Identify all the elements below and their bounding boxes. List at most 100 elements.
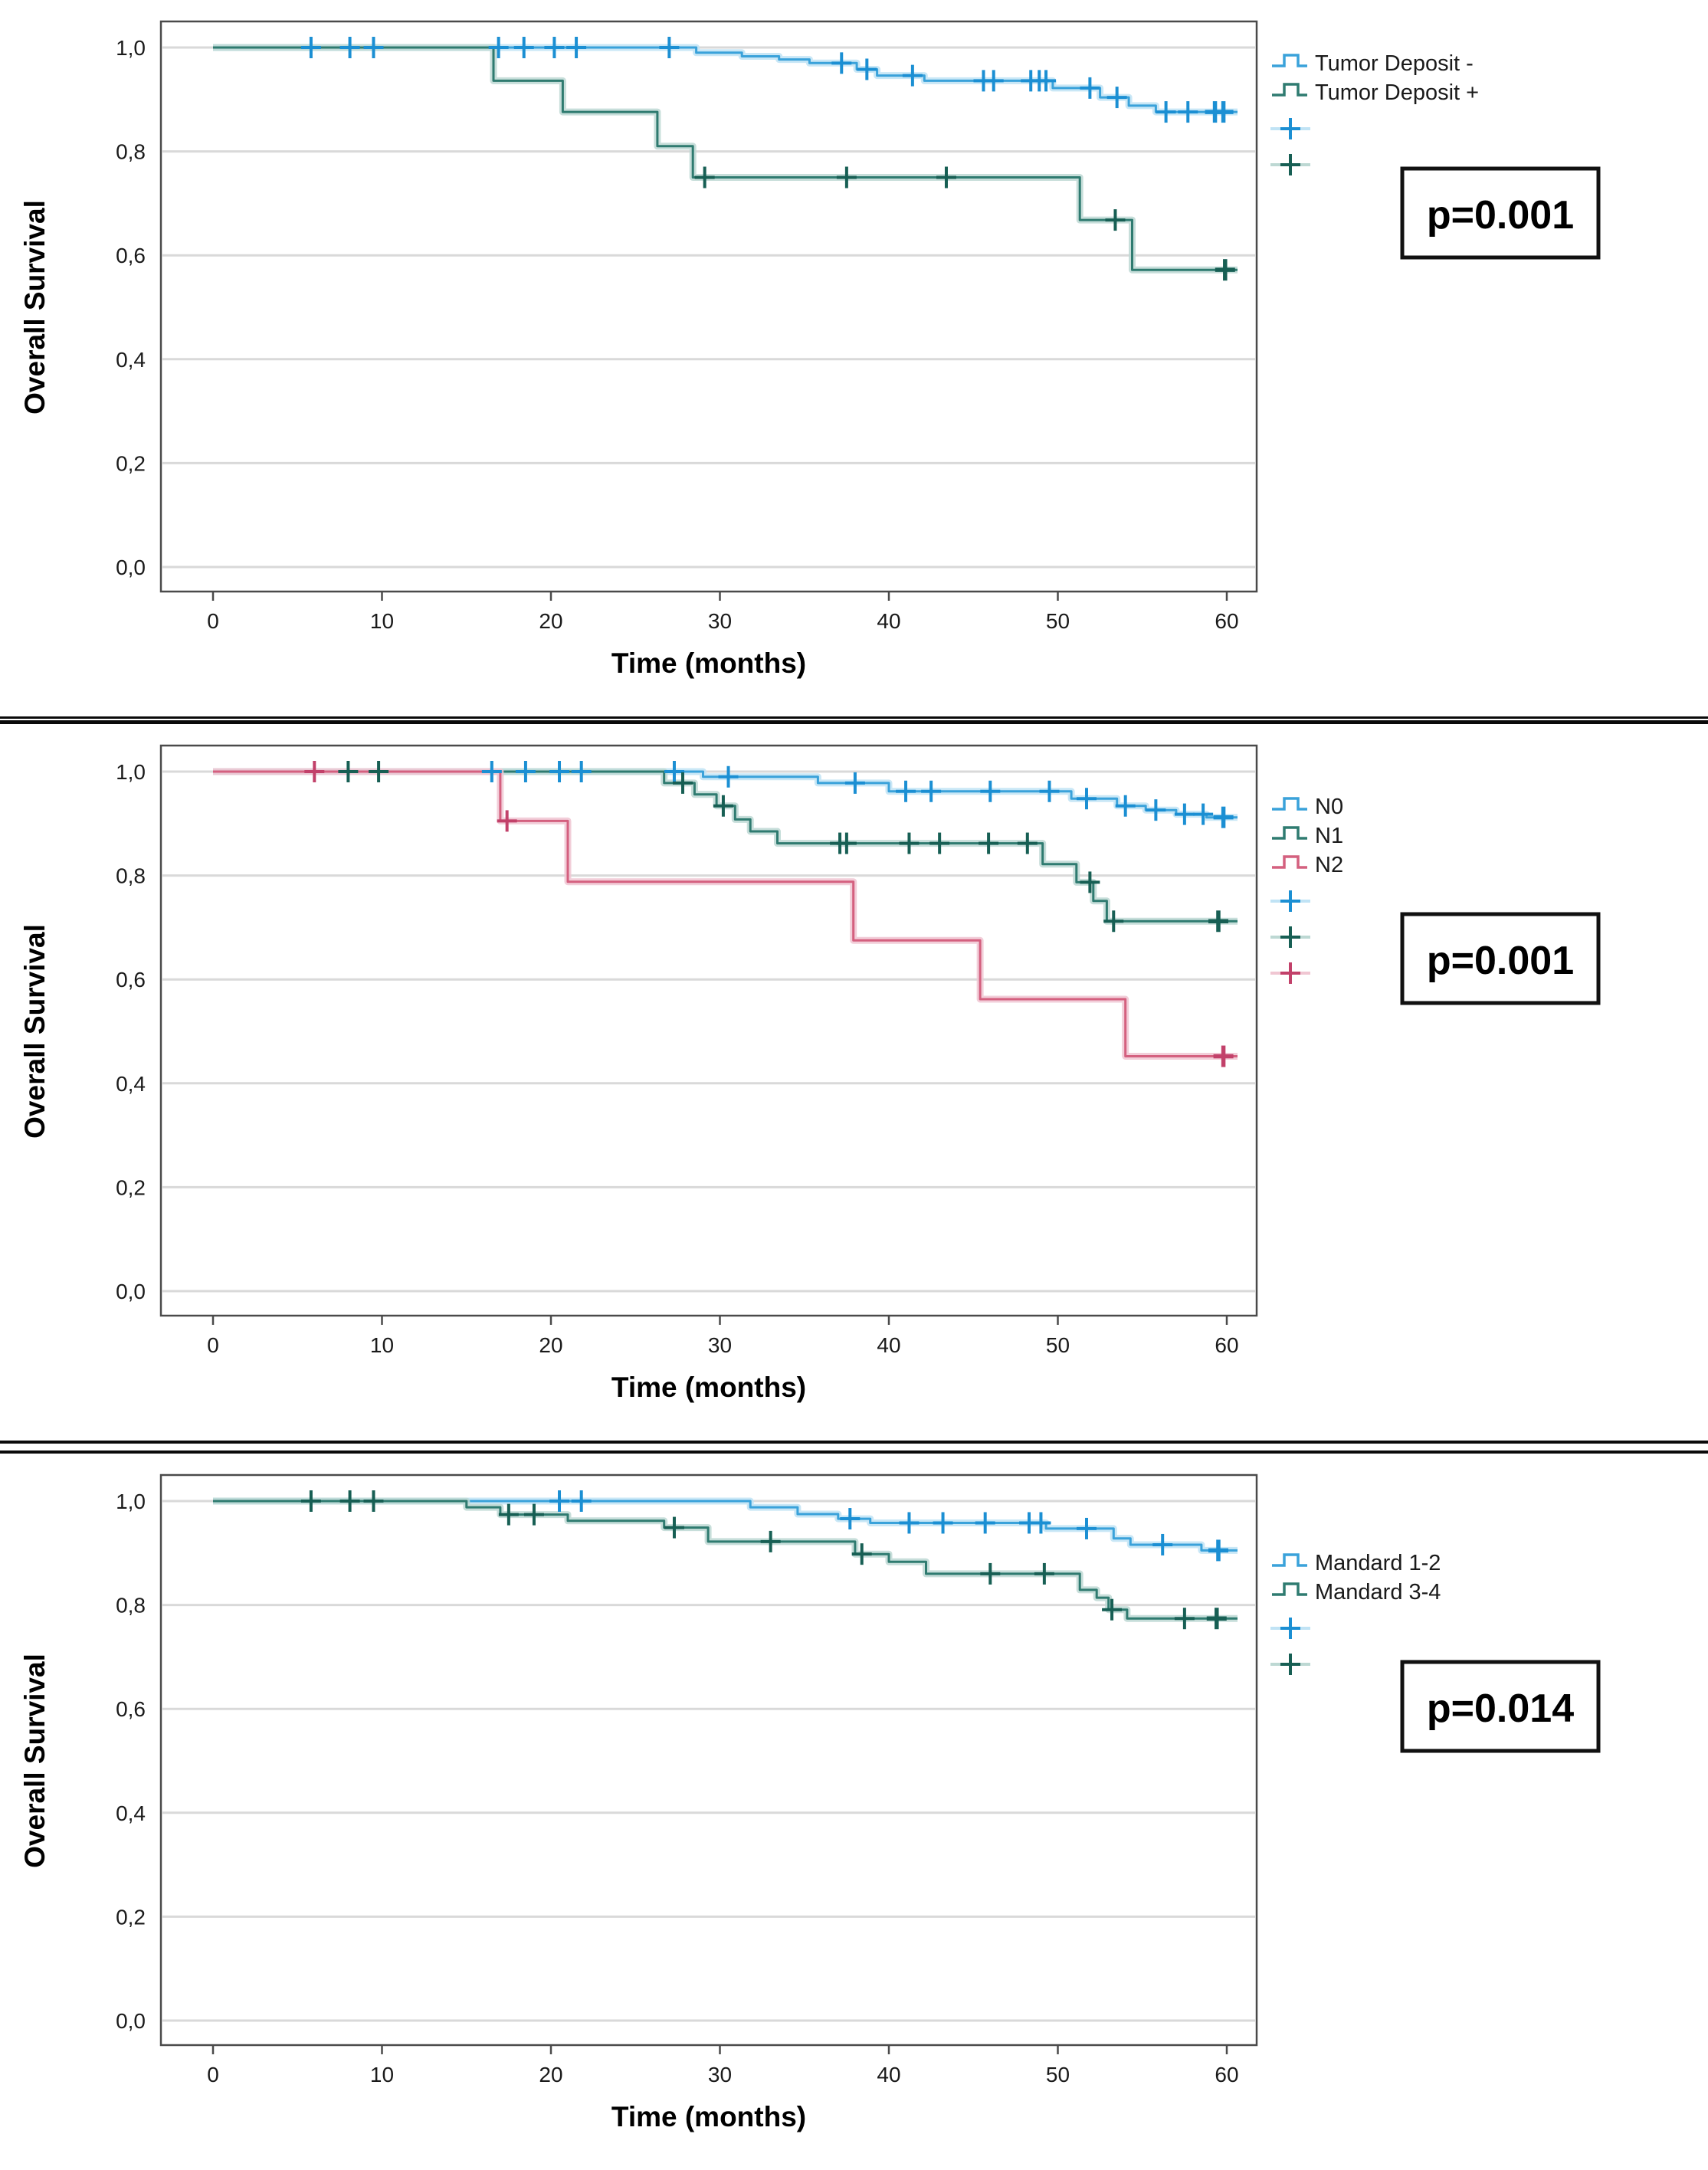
kaplan-meier-svg: 0 10 20 30 40 50 60 1,0 0,8 0,6 0,4 0,2 0,0 Time (mon…	[0, 1454, 1708, 2170]
y-axis-title: Overall Survival	[19, 924, 51, 1139]
x-axis-title: Time (months)	[611, 647, 806, 679]
legend-censor-icon	[1270, 1618, 1310, 1639]
survival-step-line	[213, 1497, 1238, 1554]
svg-text:60: 60	[1215, 609, 1238, 633]
x-axis-title: Time (months)	[611, 1372, 806, 1403]
plot-frame	[159, 1473, 1258, 2047]
svg-text:20: 20	[539, 1333, 562, 1357]
p-value-box: p=0.014	[1400, 1660, 1601, 1753]
svg-text:60: 60	[1215, 1333, 1238, 1357]
kaplan-meier-chart-n-stage: 0 10 20 30 40 50 60 1,0 0,8 0,6 0,4 0,2 0,0 Time (mon…	[0, 724, 1708, 1441]
y-axis-title: Overall Survival	[19, 1654, 51, 1868]
svg-text:30: 30	[708, 609, 732, 633]
svg-text:50: 50	[1046, 609, 1070, 633]
censor-marks	[694, 166, 1235, 281]
svg-text:0,6: 0,6	[116, 244, 146, 267]
svg-text:1,0: 1,0	[116, 760, 146, 784]
legend-step-icon	[1272, 855, 1307, 869]
legend-censor-icon	[1270, 890, 1310, 912]
svg-text:0,6: 0,6	[116, 968, 146, 992]
p-value-box: p=0.001	[1400, 912, 1601, 1005]
svg-text:0,4: 0,4	[116, 1072, 146, 1096]
x-axis: 0 10 20 30 40 50 60	[207, 592, 1239, 633]
y-axis: 1,0 0,8 0,6 0,4 0,2 0,0	[116, 760, 146, 1303]
censor-marks	[549, 1490, 1228, 1562]
kaplan-meier-svg: 0 10 20 30 40 50 60 1,0 0,8 0,6 0,4 0,2 0,0 Time (mon…	[0, 724, 1708, 1441]
svg-text:0,0: 0,0	[116, 2009, 146, 2033]
survival-step-line	[213, 768, 1238, 925]
p-value-label: p=0.014	[1427, 1687, 1574, 1731]
panel-separator-2	[0, 1441, 1708, 1454]
legend-censor-icon	[1270, 118, 1310, 139]
svg-text:1,0: 1,0	[116, 36, 146, 60]
survival-step-line	[213, 768, 1238, 1060]
legend-step-icon	[1272, 1553, 1307, 1567]
gridlines	[162, 1500, 1255, 2022]
p-value-box: p=0.001	[1400, 166, 1601, 260]
legend-censor-icon	[1270, 1654, 1310, 1675]
legend-censor-icon	[1270, 926, 1310, 948]
legend-label: Mandard 1-2	[1315, 1551, 1441, 1575]
svg-text:20: 20	[539, 2063, 562, 2086]
svg-text:0: 0	[207, 2063, 219, 2086]
legend-censor-icon	[1270, 962, 1310, 984]
svg-text:60: 60	[1215, 2063, 1238, 2086]
panel-separator-1	[0, 716, 1708, 724]
svg-text:0,2: 0,2	[116, 451, 146, 475]
censor-marks	[338, 761, 1228, 933]
survival-chart-panel-n-stage: 0 10 20 30 40 50 60 1,0 0,8 0,6 0,4 0,2 0,0 Time (mon…	[0, 724, 1708, 1441]
legend: N0 N1 N2	[1270, 795, 1343, 984]
plot-frame	[159, 20, 1258, 593]
legend-step-icon	[1272, 54, 1307, 67]
x-axis: 0 10 20 30 40 50 60	[207, 2045, 1239, 2086]
svg-text:40: 40	[877, 2063, 900, 2086]
svg-text:1,0: 1,0	[116, 1490, 146, 1513]
survival-step-line	[213, 44, 1238, 116]
legend-label: N1	[1315, 824, 1343, 848]
survival-chart-panel-tumor-deposit: 0 10 20 30 40 50 60 1,0 0,8 0,6 0,4 0,2 0,0 Time (mon…	[0, 0, 1708, 716]
x-axis: 0 10 20 30 40 50 60	[207, 1316, 1239, 1357]
y-axis-title: Overall Survival	[19, 200, 51, 415]
svg-text:10: 10	[370, 2063, 394, 2086]
kaplan-meier-svg: 0 10 20 30 40 50 60 1,0 0,8 0,6 0,4 0,2 0,0 Time (mon…	[0, 0, 1708, 716]
svg-text:20: 20	[539, 609, 562, 633]
svg-text:10: 10	[370, 1333, 394, 1357]
survival-chart-panel-mandard: 0 10 20 30 40 50 60 1,0 0,8 0,6 0,4 0,2 0,0 Time (mon…	[0, 1454, 1708, 2170]
legend-censor-icon	[1270, 154, 1310, 175]
svg-text:40: 40	[877, 609, 900, 633]
svg-text:0: 0	[207, 1333, 219, 1357]
svg-text:10: 10	[370, 609, 394, 633]
svg-text:0,4: 0,4	[116, 1801, 146, 1825]
y-axis: 1,0 0,8 0,6 0,4 0,2 0,0	[116, 1490, 146, 2033]
legend-label: N2	[1315, 853, 1343, 877]
x-axis-title: Time (months)	[611, 2101, 806, 2132]
svg-text:0: 0	[207, 609, 219, 633]
svg-text:0,0: 0,0	[116, 556, 146, 579]
svg-text:0,2: 0,2	[116, 1175, 146, 1199]
legend-step-icon	[1272, 826, 1307, 840]
legend-label: Mandard 3-4	[1315, 1580, 1441, 1605]
kaplan-meier-chart-tumor-deposit: 0 10 20 30 40 50 60 1,0 0,8 0,6 0,4 0,2 0,0 Time (mon…	[0, 0, 1708, 716]
legend-step-icon	[1272, 797, 1307, 811]
svg-text:0,6: 0,6	[116, 1697, 146, 1721]
legend: Tumor Deposit - Tumor Deposit +	[1270, 51, 1479, 175]
censor-marks	[300, 1490, 1227, 1630]
svg-text:30: 30	[708, 1333, 732, 1357]
legend-label: Tumor Deposit -	[1315, 51, 1474, 76]
censor-marks	[304, 761, 1234, 1067]
svg-text:0,8: 0,8	[116, 140, 146, 164]
y-axis: 1,0 0,8 0,6 0,4 0,2 0,0	[116, 36, 146, 579]
p-value-label: p=0.001	[1427, 193, 1574, 238]
svg-text:0,4: 0,4	[116, 348, 146, 372]
legend: Mandard 1-2 Mandard 3-4	[1270, 1551, 1441, 1675]
legend-step-icon	[1272, 1582, 1307, 1596]
legend-step-icon	[1272, 83, 1307, 97]
p-value-label: p=0.001	[1427, 939, 1574, 983]
svg-text:0,2: 0,2	[116, 1905, 146, 1929]
svg-text:0,0: 0,0	[116, 1280, 146, 1303]
plot-frame	[159, 744, 1258, 1317]
svg-text:40: 40	[877, 1333, 900, 1357]
svg-text:0,8: 0,8	[116, 1594, 146, 1618]
svg-text:50: 50	[1046, 2063, 1070, 2086]
